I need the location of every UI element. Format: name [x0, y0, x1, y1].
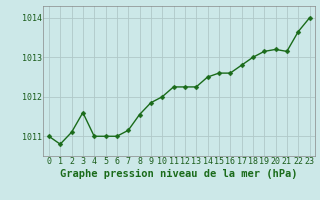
- X-axis label: Graphe pression niveau de la mer (hPa): Graphe pression niveau de la mer (hPa): [60, 169, 298, 179]
